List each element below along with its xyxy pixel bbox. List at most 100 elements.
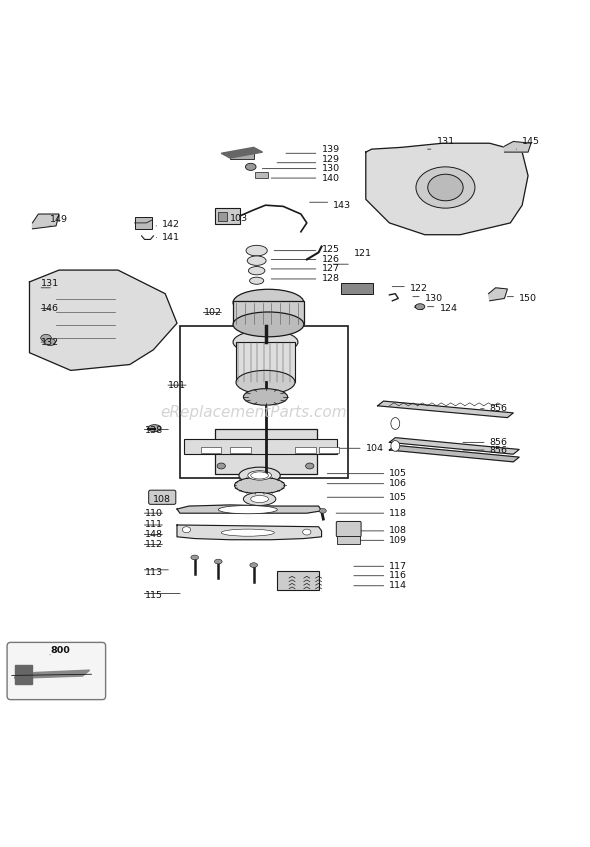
Text: 139: 139 xyxy=(322,145,340,153)
Text: 116: 116 xyxy=(389,571,408,580)
Text: 132: 132 xyxy=(41,338,60,346)
Polygon shape xyxy=(177,525,322,540)
Text: 124: 124 xyxy=(440,304,458,313)
Bar xyxy=(236,342,295,382)
Text: 118: 118 xyxy=(389,509,408,518)
Ellipse shape xyxy=(235,477,284,494)
Bar xyxy=(201,447,221,453)
Text: 856: 856 xyxy=(490,404,508,413)
FancyBboxPatch shape xyxy=(336,522,361,537)
Text: 101: 101 xyxy=(168,380,186,390)
Bar xyxy=(295,447,316,453)
Ellipse shape xyxy=(233,290,304,316)
Text: 127: 127 xyxy=(322,264,340,274)
Text: 106: 106 xyxy=(389,479,408,488)
Bar xyxy=(180,325,348,478)
Text: 145: 145 xyxy=(522,137,540,146)
Text: 129: 129 xyxy=(322,155,340,163)
Ellipse shape xyxy=(251,495,268,502)
Text: 114: 114 xyxy=(389,581,408,590)
Text: 112: 112 xyxy=(145,540,163,549)
Ellipse shape xyxy=(250,277,264,285)
Bar xyxy=(215,208,240,224)
Ellipse shape xyxy=(41,335,51,341)
Text: 148: 148 xyxy=(145,530,163,539)
Text: 140: 140 xyxy=(322,174,340,183)
Bar xyxy=(255,172,268,178)
FancyBboxPatch shape xyxy=(7,642,106,700)
Ellipse shape xyxy=(245,163,256,170)
Bar xyxy=(184,440,337,454)
Text: 138: 138 xyxy=(145,426,163,435)
Text: 102: 102 xyxy=(204,308,222,317)
Ellipse shape xyxy=(248,471,271,480)
Text: 130: 130 xyxy=(425,294,443,303)
Text: 146: 146 xyxy=(41,304,60,313)
Polygon shape xyxy=(489,288,507,301)
Bar xyxy=(337,536,360,545)
Ellipse shape xyxy=(303,529,311,535)
Ellipse shape xyxy=(306,463,314,469)
Ellipse shape xyxy=(233,330,298,354)
Bar xyxy=(341,283,373,294)
Text: 130: 130 xyxy=(322,164,340,173)
Ellipse shape xyxy=(250,562,257,567)
Polygon shape xyxy=(221,147,263,158)
Text: 117: 117 xyxy=(389,562,408,571)
Polygon shape xyxy=(15,666,32,684)
Text: 856: 856 xyxy=(490,438,508,447)
Text: 150: 150 xyxy=(519,294,537,303)
Text: 131: 131 xyxy=(437,137,455,146)
Text: 113: 113 xyxy=(145,567,163,577)
Text: 103: 103 xyxy=(230,213,248,223)
Text: 115: 115 xyxy=(145,591,163,601)
Bar xyxy=(277,571,319,590)
Text: 108: 108 xyxy=(153,495,172,503)
Ellipse shape xyxy=(428,174,463,201)
Ellipse shape xyxy=(243,389,288,405)
Ellipse shape xyxy=(239,468,280,484)
Text: 856: 856 xyxy=(490,446,508,455)
Bar xyxy=(215,429,317,473)
Ellipse shape xyxy=(218,506,277,514)
Bar xyxy=(230,447,251,453)
Bar xyxy=(135,217,152,229)
Ellipse shape xyxy=(244,492,276,506)
Bar xyxy=(218,213,227,221)
Polygon shape xyxy=(389,446,519,462)
Ellipse shape xyxy=(251,472,268,479)
Ellipse shape xyxy=(236,370,295,394)
Polygon shape xyxy=(32,214,59,229)
Text: 149: 149 xyxy=(50,215,68,224)
Text: 131: 131 xyxy=(41,279,60,288)
Text: 110: 110 xyxy=(145,509,163,518)
Text: 125: 125 xyxy=(322,245,340,254)
Text: 105: 105 xyxy=(389,493,408,501)
Ellipse shape xyxy=(391,418,400,429)
Ellipse shape xyxy=(319,508,326,513)
Bar xyxy=(233,301,304,324)
Polygon shape xyxy=(389,438,519,454)
Ellipse shape xyxy=(233,312,304,337)
Ellipse shape xyxy=(246,246,267,256)
FancyBboxPatch shape xyxy=(149,490,176,504)
Text: 128: 128 xyxy=(322,274,340,284)
Ellipse shape xyxy=(221,529,274,536)
Ellipse shape xyxy=(182,527,191,533)
Ellipse shape xyxy=(45,339,55,346)
Bar xyxy=(230,152,254,159)
Bar xyxy=(319,447,339,453)
Text: 104: 104 xyxy=(366,444,384,453)
Polygon shape xyxy=(504,141,531,152)
Ellipse shape xyxy=(416,167,475,208)
Text: eReplacementParts.com: eReplacementParts.com xyxy=(160,406,347,420)
Text: 143: 143 xyxy=(333,201,352,210)
Ellipse shape xyxy=(217,463,225,469)
Text: 121: 121 xyxy=(354,249,372,258)
Text: 109: 109 xyxy=(389,536,408,545)
Ellipse shape xyxy=(215,559,222,564)
Text: 108: 108 xyxy=(389,526,408,535)
Polygon shape xyxy=(378,401,513,418)
Ellipse shape xyxy=(247,256,266,265)
Polygon shape xyxy=(15,670,90,678)
